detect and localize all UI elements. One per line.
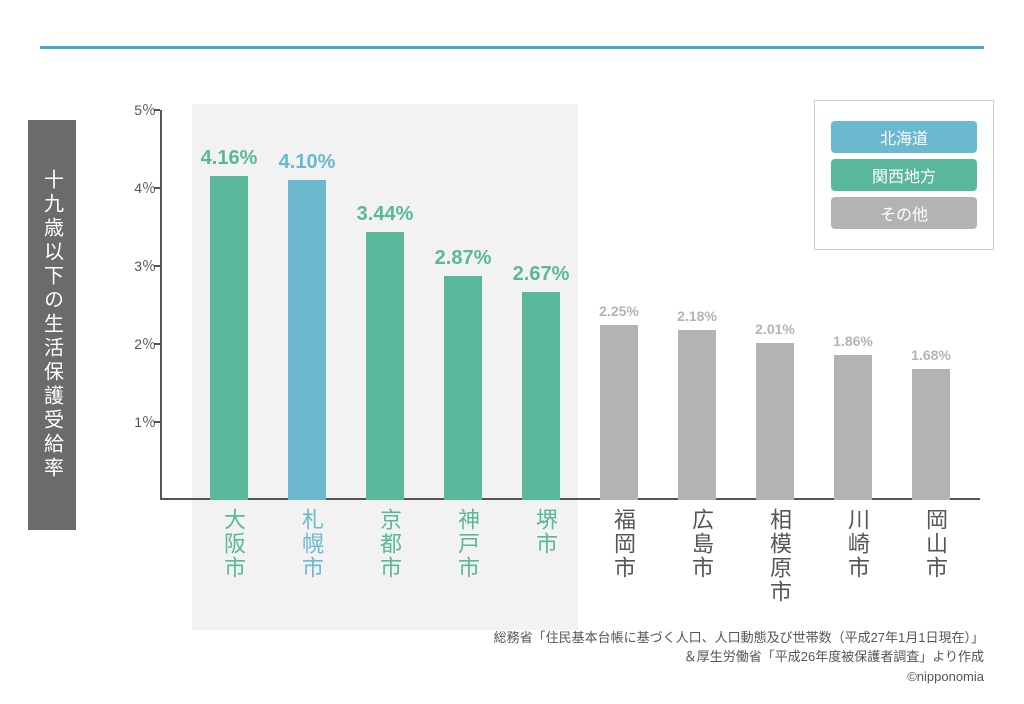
y-tick-label: 4％ <box>122 178 156 198</box>
bar-value-label: 2.87% <box>435 247 492 270</box>
legend-item-hokkaido: 北海道 <box>831 121 977 153</box>
x-category-label: 京都市 <box>373 508 405 580</box>
bar-value-label: 4.10% <box>279 151 336 174</box>
y-tick-label: 1％ <box>122 412 156 432</box>
bar: 2.18% <box>678 330 716 500</box>
bar: 2.87% <box>444 276 482 500</box>
source-credit: 総務省「住民基本台帳に基づく人口、人口動態及び世帯数（平成27年1月1日現在）」… <box>494 628 984 687</box>
x-category-label: 相模原市 <box>763 508 795 604</box>
bar: 3.44% <box>366 232 404 500</box>
source-line: ＆厚生労働省「平成26年度被保護者調査」より作成 <box>494 647 984 667</box>
y-axis-title-box: 十九歳以下の生活保護受給率 <box>28 120 76 530</box>
bar-value-label: 1.68% <box>911 347 951 363</box>
x-category-label: 岡山市 <box>919 508 951 580</box>
bar: 2.67% <box>522 292 560 500</box>
x-category-label: 川崎市 <box>841 508 873 580</box>
top-rule <box>40 46 984 49</box>
y-tick-label: 2％ <box>122 334 156 354</box>
x-category-label: 堺市 <box>529 508 561 556</box>
bar-value-label: 2.67% <box>513 263 570 286</box>
bar-value-label: 2.25% <box>599 303 639 319</box>
y-tick-label: 3％ <box>122 256 156 276</box>
y-tick-label: 5％ <box>122 100 156 120</box>
legend: 北海道 関西地方 その他 <box>814 100 994 250</box>
bar: 4.10% <box>288 180 326 500</box>
bar: 2.25% <box>600 325 638 501</box>
bar-value-label: 1.86% <box>833 333 873 349</box>
bar-value-label: 2.01% <box>755 321 795 337</box>
bar: 1.68% <box>912 369 950 500</box>
x-category-label: 神戸市 <box>451 508 483 580</box>
y-axis-title: 十九歳以下の生活保護受給率 <box>38 169 67 481</box>
source-line: 総務省「住民基本台帳に基づく人口、人口動態及び世帯数（平成27年1月1日現在）」 <box>494 628 984 648</box>
x-category-label: 大阪市 <box>217 508 249 580</box>
legend-item-other: その他 <box>831 197 977 229</box>
x-category-label: 福岡市 <box>607 508 639 580</box>
bar-value-label: 2.18% <box>677 308 717 324</box>
x-category-label: 広島市 <box>685 508 717 580</box>
bar-value-label: 3.44% <box>357 203 414 226</box>
source-line: ©nipponomia <box>494 667 984 687</box>
x-category-label: 札幌市 <box>295 508 327 580</box>
bar: 1.86% <box>834 355 872 500</box>
bar: 2.01% <box>756 343 794 500</box>
legend-item-kansai: 関西地方 <box>831 159 977 191</box>
bar: 4.16% <box>210 176 248 500</box>
bar-value-label: 4.16% <box>201 147 258 170</box>
